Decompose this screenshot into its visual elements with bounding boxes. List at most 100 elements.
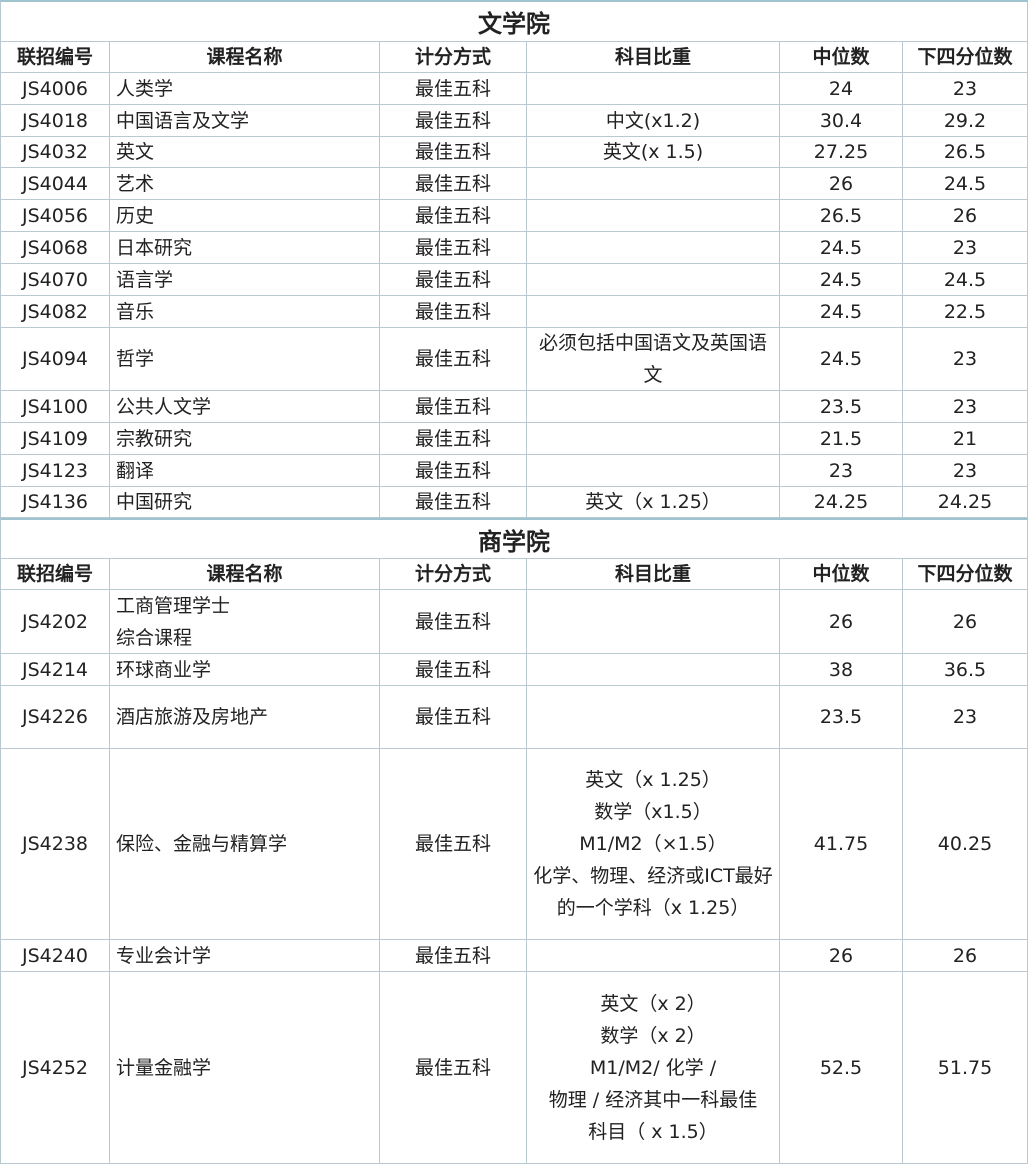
table-cell: 26 <box>780 940 903 972</box>
table-cell: 中文(x1.2) <box>527 105 780 137</box>
table-cell: 24.5 <box>903 168 1028 200</box>
table-cell <box>527 590 780 654</box>
table-cell: JS4082 <box>0 296 110 328</box>
table-cell: 音乐 <box>110 296 380 328</box>
cell-line: 科目（ x 1.5） <box>588 1120 718 1143</box>
table-cell: 21 <box>903 423 1028 455</box>
table-cell: 36.5 <box>903 654 1028 686</box>
table-cell: 26.5 <box>903 137 1028 168</box>
table-cell: 保险、金融与精算学 <box>110 749 380 940</box>
section-title: 文学院 <box>0 0 1028 42</box>
header-cell: 联招编号 <box>0 559 110 590</box>
table-cell: 23 <box>903 328 1028 391</box>
table-cell: JS4240 <box>0 940 110 972</box>
table-cell: 宗教研究 <box>110 423 380 455</box>
cell-line: 化学、物理、经济或ICT最好的一个学科（x 1.25） <box>533 865 773 919</box>
table-cell: 最佳五科 <box>380 73 527 105</box>
table-cell: JS4068 <box>0 232 110 264</box>
header-cell: 下四分位数 <box>903 42 1028 73</box>
table-cell: JS4136 <box>0 487 110 518</box>
table-cell: 23 <box>903 455 1028 487</box>
table-cell: 26 <box>903 590 1028 654</box>
table-cell: 24.5 <box>780 328 903 391</box>
table-cell: 翻译 <box>110 455 380 487</box>
table-cell: 23 <box>903 232 1028 264</box>
table-cell <box>527 455 780 487</box>
table-cell: 51.75 <box>903 972 1028 1164</box>
table-cell: 24.5 <box>780 232 903 264</box>
table-cell: JS4109 <box>0 423 110 455</box>
table-cell: 最佳五科 <box>380 590 527 654</box>
table-cell: 最佳五科 <box>380 686 527 749</box>
cell-line: 英文（x 2） <box>600 992 706 1015</box>
table-cell: 英文(x 1.5) <box>527 137 780 168</box>
table-cell: 24.5 <box>780 264 903 296</box>
table-cell: 最佳五科 <box>380 749 527 940</box>
table-cell: 22.5 <box>903 296 1028 328</box>
cell-line: 综合课程 <box>116 626 193 649</box>
table-cell <box>527 391 780 423</box>
header-cell: 科目比重 <box>527 42 780 73</box>
table-cell <box>527 940 780 972</box>
table-cell: 最佳五科 <box>380 232 527 264</box>
table-cell: 24.25 <box>903 487 1028 518</box>
table-cell: 环球商业学 <box>110 654 380 686</box>
header-cell: 中位数 <box>780 559 903 590</box>
cell-line: 数学（x 2） <box>600 1024 706 1047</box>
table-cell: JS4094 <box>0 328 110 391</box>
table-cell: 专业会计学 <box>110 940 380 972</box>
table-cell: 26 <box>780 590 903 654</box>
table-cell <box>527 296 780 328</box>
table-cell: 最佳五科 <box>380 940 527 972</box>
table-cell: JS4006 <box>0 73 110 105</box>
cell-line: 英文（x 1.25） <box>585 769 721 791</box>
table-cell: 最佳五科 <box>380 168 527 200</box>
table-cell: 最佳五科 <box>380 137 527 168</box>
header-cell: 计分方式 <box>380 42 527 73</box>
table-cell: 30.4 <box>780 105 903 137</box>
table-cell: 最佳五科 <box>380 423 527 455</box>
table-cell <box>527 423 780 455</box>
section-title: 商学院 <box>0 518 1028 559</box>
table-cell: 最佳五科 <box>380 654 527 686</box>
table-cell: 24 <box>780 73 903 105</box>
table-cell: 27.25 <box>780 137 903 168</box>
table-cell <box>527 200 780 232</box>
table-cell: 52.5 <box>780 972 903 1164</box>
table-cell: 21.5 <box>780 423 903 455</box>
table-cell: 人类学 <box>110 73 380 105</box>
table-cell: 最佳五科 <box>380 105 527 137</box>
table-cell <box>527 686 780 749</box>
table-cell: 计量金融学 <box>110 972 380 1164</box>
table-cell: 英文 <box>110 137 380 168</box>
table-cell: 最佳五科 <box>380 328 527 391</box>
table-cell: 26 <box>903 200 1028 232</box>
table-cell <box>527 232 780 264</box>
table-cell <box>527 654 780 686</box>
table-cell: JS4044 <box>0 168 110 200</box>
table-cell: 英文（x 2） 数学（x 2） M1/M2/ 化学 / 物理 / 经济其中一科最佳 科目… <box>527 972 780 1164</box>
table-cell: JS4252 <box>0 972 110 1164</box>
table-cell: JS4238 <box>0 749 110 940</box>
table-cell: 公共人文学 <box>110 391 380 423</box>
table-cell: 最佳五科 <box>380 264 527 296</box>
table-cell: 最佳五科 <box>380 391 527 423</box>
table-cell: 29.2 <box>903 105 1028 137</box>
table-cell: 最佳五科 <box>380 455 527 487</box>
table-cell <box>527 73 780 105</box>
table-cell: 酒店旅游及房地产 <box>110 686 380 749</box>
table-cell: 中国语言及文学 <box>110 105 380 137</box>
table-cell: JS4214 <box>0 654 110 686</box>
table-cell: 英文（x 1.25） <box>527 487 780 518</box>
header-cell: 联招编号 <box>0 42 110 73</box>
cell-line: M1/M2/ 化学 / <box>589 1056 717 1079</box>
table-cell: JS4202 <box>0 590 110 654</box>
table-cell: 26 <box>903 940 1028 972</box>
table-cell: 最佳五科 <box>380 200 527 232</box>
cell-line: M1/M2（×1.5） <box>579 833 727 855</box>
table-cell: 24.25 <box>780 487 903 518</box>
header-cell: 中位数 <box>780 42 903 73</box>
cell-line: 数学（x1.5） <box>594 801 712 823</box>
cell-line: 工商管理学士 <box>116 594 231 617</box>
header-cell: 课程名称 <box>110 42 380 73</box>
